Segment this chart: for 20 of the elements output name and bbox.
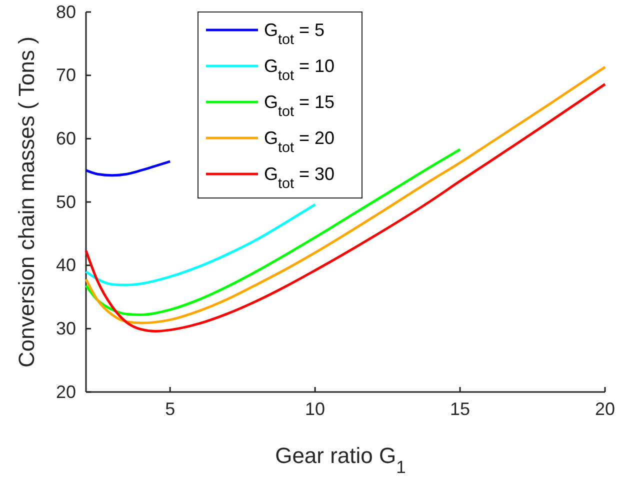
y-tick-label: 40 xyxy=(56,255,76,276)
x-axis-title: Gear ratio G$_{1}$ xyxy=(275,443,406,477)
legend-label: G$_{tot}$ = 5 xyxy=(264,20,325,48)
y-tick-label: 70 xyxy=(56,65,76,86)
y-tick-label: 80 xyxy=(56,2,76,22)
legend-label: G$_{tot}$ = 30 xyxy=(264,164,335,192)
legend-label: G$_{tot}$ = 15 xyxy=(264,92,335,120)
x-tick-label: 5 xyxy=(165,398,176,419)
y-axis-title: Conversion chain masses ( Tons ) xyxy=(14,36,39,368)
x-tick-label: 15 xyxy=(450,398,470,419)
x-tick-label: 20 xyxy=(594,398,616,419)
legend-label: G$_{tot}$ = 20 xyxy=(264,128,335,156)
line-series xyxy=(84,203,316,286)
y-tick-label: 50 xyxy=(56,192,76,212)
line-series xyxy=(84,160,172,177)
x-tick-label: 10 xyxy=(305,398,326,419)
legend-label: G$_{tot}$ = 10 xyxy=(264,56,335,84)
y-tick-label: 60 xyxy=(56,128,76,148)
y-tick-label: 30 xyxy=(56,318,76,338)
y-tick-label: 20 xyxy=(56,382,76,402)
